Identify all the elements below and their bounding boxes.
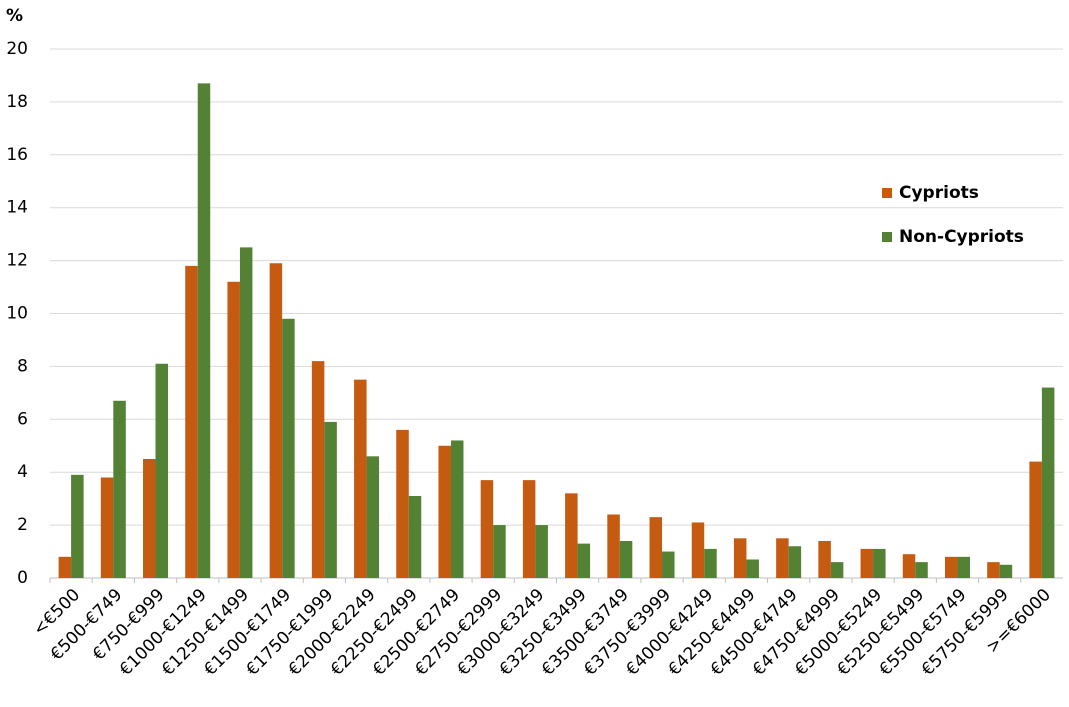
- bar: [311, 361, 325, 578]
- bar: [957, 556, 970, 578]
- bar: [915, 562, 928, 578]
- bar: [197, 83, 211, 578]
- bar: [873, 548, 886, 578]
- bar: [185, 265, 198, 578]
- bar: [649, 517, 663, 578]
- bar: [577, 543, 591, 578]
- y-tick-label: 20: [6, 39, 28, 59]
- legend-label: Non-Cypriots: [899, 227, 1024, 247]
- y-tick-label: 10: [6, 304, 28, 324]
- bar: [1041, 387, 1055, 578]
- legend-swatch: [882, 232, 892, 242]
- y-tick-label: 8: [17, 356, 28, 376]
- bar: [354, 379, 367, 578]
- bar: [408, 496, 422, 578]
- bar: [522, 480, 536, 578]
- bar: [480, 480, 494, 578]
- y-tick-label: 14: [6, 198, 28, 218]
- bar: [227, 281, 240, 578]
- bar: [324, 421, 337, 578]
- bar: [396, 429, 409, 578]
- bar: [818, 540, 831, 578]
- bar: [155, 363, 169, 578]
- bar: [282, 318, 295, 578]
- bar: [987, 562, 1000, 578]
- bar: [1029, 461, 1042, 578]
- bar: [143, 458, 156, 578]
- bar: [691, 522, 705, 578]
- bar: [366, 456, 380, 578]
- y-tick-label: 12: [6, 251, 28, 271]
- bar: [113, 400, 126, 578]
- bar: [746, 559, 759, 578]
- bar: [944, 556, 958, 578]
- bar: [71, 474, 84, 578]
- bar: [239, 247, 253, 578]
- bar: [535, 525, 548, 578]
- bar: [565, 493, 578, 578]
- legend-label: Cypriots: [899, 183, 979, 203]
- bar: [733, 538, 747, 578]
- bar: [902, 554, 916, 578]
- y-tick-label: 4: [17, 462, 28, 482]
- y-tick-label: 6: [17, 409, 28, 429]
- bar: [450, 440, 464, 578]
- bar: [619, 540, 633, 578]
- y-tick-label: 2: [17, 515, 28, 535]
- bar: [860, 548, 874, 578]
- bar: [999, 564, 1013, 578]
- legend-swatch: [882, 188, 892, 198]
- bar: [662, 551, 675, 578]
- bar: [269, 263, 283, 578]
- y-tick-label: 18: [6, 92, 28, 112]
- bar: [58, 556, 72, 578]
- bar: [776, 538, 789, 578]
- bar: [438, 445, 451, 578]
- bar: [100, 477, 114, 578]
- y-tick-label: 0: [17, 568, 28, 588]
- y-tick-label: 16: [6, 145, 28, 165]
- bar: [493, 525, 506, 578]
- bar: [788, 546, 802, 578]
- bar: [830, 562, 844, 578]
- y-axis-label: %: [6, 6, 23, 26]
- bar: [607, 514, 620, 578]
- bar: [704, 548, 717, 578]
